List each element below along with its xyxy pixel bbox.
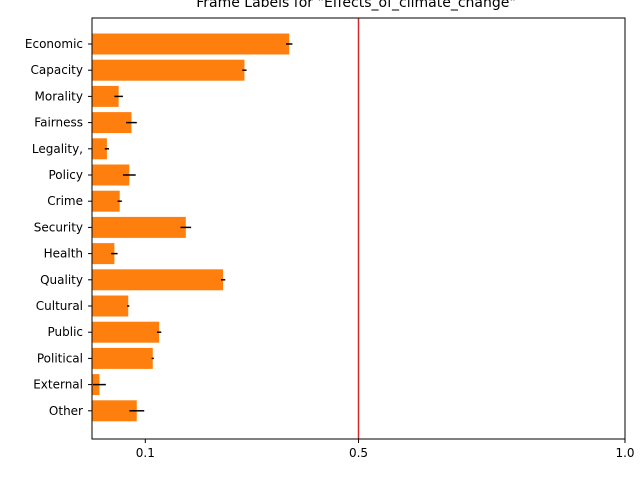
bar-health	[92, 243, 115, 265]
y-tick-label: Morality	[35, 89, 83, 103]
bar-morality	[92, 85, 119, 107]
error-bars-layer	[93, 43, 293, 412]
y-tick-label: Cultural	[36, 299, 83, 313]
bar-crime	[92, 190, 120, 212]
bar-security	[92, 216, 186, 238]
bar-policy	[92, 164, 130, 186]
bar-public	[92, 321, 160, 343]
x-tick-label: 1.0	[615, 446, 634, 460]
bar-other	[92, 400, 137, 422]
y-tick-label: Capacity	[31, 63, 83, 77]
y-tick-label: Other	[49, 404, 83, 418]
x-tick-label: 0.1	[136, 446, 155, 460]
bar-capacity	[92, 59, 245, 81]
y-tick-label: Public	[47, 325, 83, 339]
bar-legality	[92, 138, 107, 160]
y-tick-label: Political	[37, 351, 83, 365]
y-tick-label: External	[33, 378, 83, 392]
bar-political	[92, 347, 153, 369]
x-tick-label: 0.5	[349, 446, 368, 460]
y-tick-label: Health	[44, 247, 83, 261]
y-tick-label: Economic	[25, 37, 83, 51]
x-axis-ticks: 0.1 0.5 1.0	[136, 439, 635, 460]
y-tick-label: Legality,	[32, 142, 83, 156]
y-tick-label: Policy	[48, 168, 83, 182]
bar-quality	[92, 269, 224, 291]
y-tick-label: Quality	[40, 273, 83, 287]
bar-fairness	[92, 112, 132, 134]
y-tick-label: Security	[34, 220, 83, 234]
y-tick-label: Crime	[47, 194, 83, 208]
bar-economic	[92, 33, 290, 55]
y-axis-ticks: Economic Capacity Morality Fairness Legality…	[25, 37, 92, 418]
bars-layer	[92, 33, 290, 422]
chart-title: Frame Labels for "Effects_of_climate_cha…	[196, 0, 516, 11]
y-tick-label: Fairness	[34, 116, 83, 130]
bar-cultural	[92, 295, 129, 317]
